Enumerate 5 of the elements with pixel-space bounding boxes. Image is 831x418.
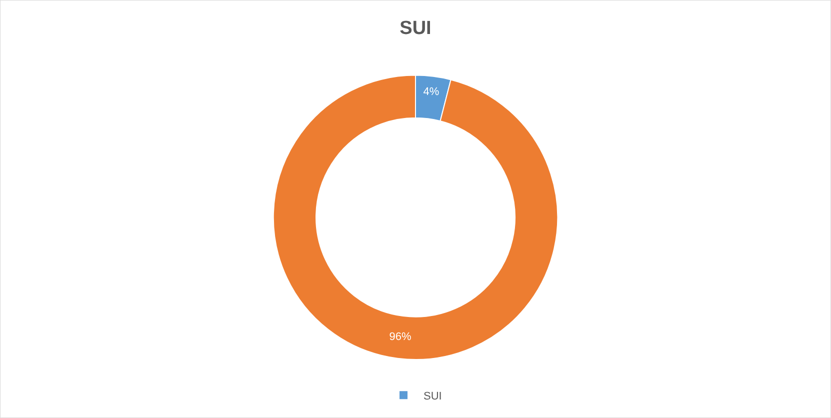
data-label: 4% <box>423 86 440 98</box>
data-label: 96% <box>389 331 412 344</box>
legend-label: SUI <box>424 390 442 402</box>
chart-title: SUI <box>400 18 432 40</box>
donut-slice <box>272 74 558 360</box>
